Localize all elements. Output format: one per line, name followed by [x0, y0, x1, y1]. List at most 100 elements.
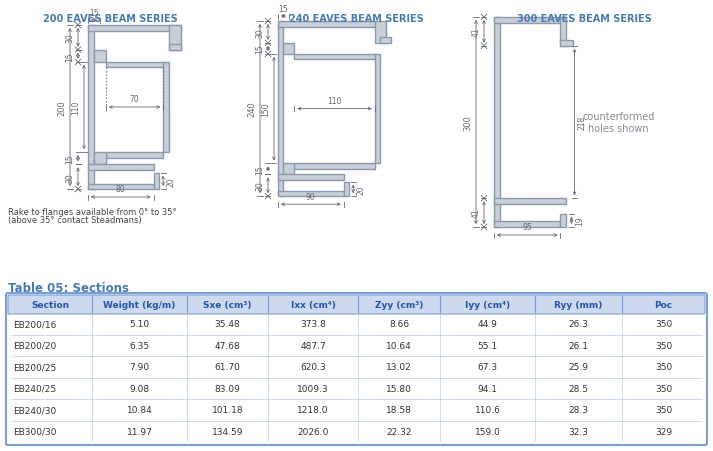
Text: 15: 15: [89, 9, 99, 18]
Text: 487.7: 487.7: [300, 341, 326, 350]
Text: 110.6: 110.6: [475, 405, 501, 414]
Text: EB200/16: EB200/16: [13, 320, 56, 328]
Text: EB200/20: EB200/20: [13, 341, 56, 350]
Text: 240 EAVES BEAM SERIES: 240 EAVES BEAM SERIES: [289, 14, 424, 24]
Text: 101.18: 101.18: [212, 405, 243, 414]
Text: 350: 350: [655, 363, 672, 372]
Text: 6.35: 6.35: [130, 341, 150, 350]
Text: 110: 110: [71, 101, 81, 115]
Text: 26.1: 26.1: [568, 341, 588, 350]
Text: 70: 70: [130, 95, 139, 104]
Bar: [375, 55, 380, 164]
Text: Rake to flanges available from 0° to 35°: Rake to flanges available from 0° to 35°: [8, 207, 177, 216]
Bar: [494, 221, 560, 227]
Text: 61.70: 61.70: [215, 363, 240, 372]
Text: 94.1: 94.1: [478, 384, 498, 393]
Text: 80: 80: [116, 185, 125, 194]
Text: 620.3: 620.3: [300, 363, 326, 372]
Text: 35.48: 35.48: [215, 320, 240, 328]
Bar: [560, 41, 573, 46]
Text: 26.3: 26.3: [568, 320, 588, 328]
Bar: [494, 199, 567, 205]
Text: counterformed
holes shown: counterformed holes shown: [582, 112, 655, 133]
Text: 373.8: 373.8: [300, 320, 326, 328]
Text: (above 35° contact Steadmans): (above 35° contact Steadmans): [8, 216, 142, 225]
Text: 15: 15: [66, 154, 74, 164]
Text: 1218.0: 1218.0: [297, 405, 329, 414]
Text: Poc: Poc: [655, 300, 672, 309]
Text: 350: 350: [655, 341, 672, 350]
Bar: [494, 18, 500, 227]
Text: 15: 15: [279, 5, 288, 14]
Bar: [106, 63, 163, 68]
Text: Weight (kg/m): Weight (kg/m): [103, 300, 175, 309]
Text: 300 EAVES BEAM SERIES: 300 EAVES BEAM SERIES: [518, 14, 652, 24]
Text: 15.80: 15.80: [386, 384, 412, 393]
Bar: [93, 51, 106, 63]
Bar: [494, 18, 567, 24]
Text: 159.0: 159.0: [475, 427, 501, 436]
Text: 240: 240: [247, 101, 256, 117]
Bar: [294, 55, 375, 60]
Text: EB240/25: EB240/25: [13, 384, 56, 393]
Text: 30: 30: [255, 181, 265, 191]
Text: 350: 350: [655, 320, 672, 328]
Bar: [278, 191, 344, 197]
Text: 20: 20: [167, 177, 175, 186]
Bar: [284, 44, 294, 55]
Text: 18.58: 18.58: [386, 405, 412, 414]
Text: 7.90: 7.90: [130, 363, 150, 372]
Text: 300: 300: [463, 115, 472, 131]
Text: Ryy (mm): Ryy (mm): [554, 300, 602, 309]
Text: 200 EAVES BEAM SERIES: 200 EAVES BEAM SERIES: [43, 14, 178, 24]
Text: 8.66: 8.66: [389, 320, 409, 328]
Text: 5.10: 5.10: [130, 320, 150, 328]
Text: Sxe (cm³): Sxe (cm³): [203, 300, 252, 309]
Text: 25.9: 25.9: [568, 363, 588, 372]
Text: 9.08: 9.08: [130, 384, 150, 393]
Text: 90: 90: [306, 192, 316, 201]
Text: EB240/30: EB240/30: [13, 405, 56, 414]
Text: 83.09: 83.09: [215, 384, 240, 393]
Bar: [344, 182, 349, 197]
Text: 19: 19: [575, 216, 584, 226]
Text: EB200/25: EB200/25: [13, 363, 56, 372]
Bar: [278, 175, 344, 180]
Text: 32.3: 32.3: [568, 427, 588, 436]
Text: 329: 329: [655, 427, 672, 436]
Text: 44.9: 44.9: [478, 320, 498, 328]
Text: 30: 30: [66, 33, 74, 43]
Bar: [278, 22, 380, 28]
Text: 150: 150: [262, 102, 270, 117]
Bar: [560, 214, 567, 227]
Bar: [88, 184, 153, 189]
Text: 1009.3: 1009.3: [297, 384, 329, 393]
Text: 55.1: 55.1: [478, 341, 498, 350]
Bar: [169, 26, 181, 51]
Bar: [375, 22, 386, 44]
Text: 28.5: 28.5: [568, 384, 588, 393]
Bar: [88, 26, 181, 32]
Text: 15: 15: [255, 45, 265, 54]
Bar: [169, 45, 181, 51]
Text: EB300/30: EB300/30: [13, 427, 56, 436]
Text: 10.64: 10.64: [386, 341, 412, 350]
Text: 67.3: 67.3: [478, 363, 498, 372]
Bar: [93, 153, 106, 165]
Bar: [560, 18, 567, 46]
Bar: [106, 153, 163, 158]
Bar: [380, 38, 391, 44]
Text: Ixx (cm⁴): Ixx (cm⁴): [291, 300, 335, 309]
Text: 28.3: 28.3: [568, 405, 588, 414]
Text: 30: 30: [66, 172, 74, 182]
Text: 13.02: 13.02: [386, 363, 412, 372]
Text: 10.84: 10.84: [127, 405, 153, 414]
Bar: [153, 173, 159, 189]
Bar: [294, 164, 375, 170]
Bar: [88, 26, 93, 189]
FancyBboxPatch shape: [6, 293, 707, 445]
Bar: [88, 165, 153, 170]
Text: 218: 218: [578, 115, 587, 130]
Text: 134.59: 134.59: [212, 427, 243, 436]
Text: 95: 95: [523, 223, 532, 232]
